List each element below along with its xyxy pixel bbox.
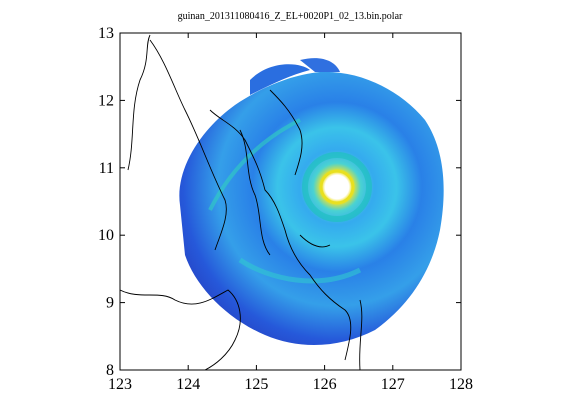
x-tick-label: 127 [381, 376, 405, 393]
y-tick-label: 9 [106, 295, 114, 312]
y-tick-label: 11 [99, 160, 114, 177]
x-tick-label: 128 [449, 376, 473, 393]
x-tick-label: 123 [108, 376, 132, 393]
x-tick-label: 124 [176, 376, 200, 393]
coastline [120, 34, 363, 370]
y-tick-label: 12 [98, 92, 114, 109]
radar-echo [179, 58, 444, 346]
plot-frame [119, 32, 462, 371]
chart-title: guinan_201311080416_Z_EL+0020P1_02_13.bi… [178, 11, 403, 22]
y-tick-label: 8 [106, 362, 114, 379]
x-tick-label: 125 [244, 376, 268, 393]
x-tick-label: 126 [313, 376, 337, 393]
y-tick-label: 10 [98, 227, 114, 244]
y-tick-label: 13 [98, 25, 114, 42]
